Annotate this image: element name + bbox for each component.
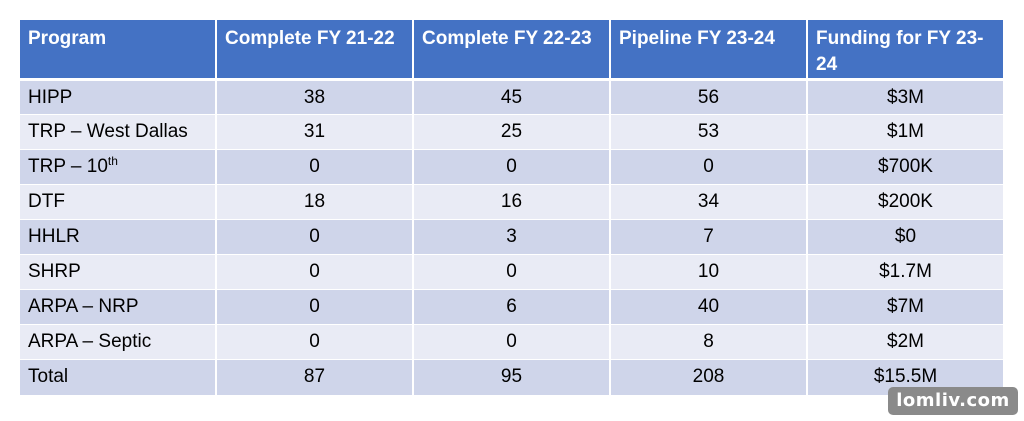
program-cell: DTF — [20, 184, 217, 220]
complete-fy22-23-cell: 3 — [413, 219, 611, 255]
complete-fy22-23-cell: 0 — [413, 254, 611, 290]
program-cell: TRP – West Dallas — [20, 114, 217, 150]
table-row: ARPA – NRP 0 6 40 $7M — [20, 289, 1003, 325]
program-cell: Total — [20, 359, 217, 395]
pipeline-fy23-24-cell: 34 — [610, 184, 808, 220]
header-complete-fy21-22: Complete FY 21-22 — [216, 20, 414, 80]
table-row: DTF 18 16 34 $200K — [20, 184, 1003, 220]
program-cell: HIPP — [20, 79, 217, 115]
pipeline-fy23-24-cell: 10 — [610, 254, 808, 290]
program-name: ARPA – Septic — [28, 331, 152, 352]
complete-fy21-22-cell: 0 — [216, 289, 414, 325]
table-row: ARPA – Septic 0 0 8 $2M — [20, 324, 1003, 360]
complete-fy22-23-cell: 45 — [413, 79, 611, 115]
program-name: ARPA – NRP — [28, 296, 139, 317]
program-table-container: Program Complete FY 21-22 Complete FY 22… — [20, 20, 1003, 395]
header-pipeline-fy23-24: Pipeline FY 23-24 — [610, 20, 808, 80]
complete-fy22-23-cell: 16 — [413, 184, 611, 220]
pipeline-fy23-24-cell: 208 — [610, 359, 808, 395]
program-name: Total — [28, 366, 69, 388]
funding-cell: $3M — [807, 79, 1003, 115]
header-complete-fy22-23: Complete FY 22-23 — [413, 20, 611, 80]
complete-fy21-22-cell: 0 — [216, 254, 414, 290]
program-cell: ARPA – NRP — [20, 289, 217, 325]
funding-cell: $700K — [807, 149, 1003, 185]
program-cell: ARPA – Septic — [20, 324, 217, 360]
complete-fy21-22-cell: 87 — [216, 359, 414, 395]
header-program: Program — [20, 20, 217, 80]
program-name: HIPP — [28, 86, 73, 108]
program-name: TRP – 10 — [28, 156, 108, 177]
program-name: DTF — [28, 191, 65, 212]
complete-fy22-23-cell: 6 — [413, 289, 611, 325]
pipeline-fy23-24-cell: 0 — [610, 149, 808, 185]
table-body: HIPP 38 45 56 $3M TRP – West Dallas 31 25 53 $1M T… — [20, 79, 1003, 395]
pipeline-fy23-24-cell: 7 — [610, 219, 808, 255]
complete-fy21-22-cell: 18 — [216, 184, 414, 220]
table-header: Program Complete FY 21-22 Complete FY 22… — [20, 20, 1003, 80]
complete-fy21-22-cell: 0 — [216, 219, 414, 255]
funding-cell: $200K — [807, 184, 1003, 220]
program-name: SHRP — [28, 261, 81, 282]
complete-fy21-22-cell: 0 — [216, 149, 414, 185]
pipeline-fy23-24-cell: 8 — [610, 324, 808, 360]
complete-fy22-23-cell: 25 — [413, 114, 611, 150]
program-cell: TRP – 10th — [20, 149, 217, 185]
watermark-badge: lomliv.com — [888, 387, 1018, 415]
table-row: TRP – West Dallas 31 25 53 $1M — [20, 114, 1003, 150]
table-row: SHRP 0 0 10 $1.7M — [20, 254, 1003, 290]
funding-cell: $1M — [807, 114, 1003, 150]
pipeline-fy23-24-cell: 40 — [610, 289, 808, 325]
complete-fy22-23-cell: 0 — [413, 149, 611, 185]
table-row: TRP – 10th 0 0 0 $700K — [20, 149, 1003, 185]
program-cell: SHRP — [20, 254, 217, 290]
program-superscript: th — [107, 154, 118, 168]
table-row: Total 87 95 208 $15.5M — [20, 359, 1003, 395]
program-funding-table: Program Complete FY 21-22 Complete FY 22… — [20, 20, 1003, 395]
pipeline-fy23-24-cell: 56 — [610, 79, 808, 115]
program-name: HHLR — [28, 226, 80, 247]
program-cell: HHLR — [20, 219, 217, 255]
funding-cell: $1.7M — [807, 254, 1003, 290]
pipeline-fy23-24-cell: 53 — [610, 114, 808, 150]
funding-cell: $0 — [807, 219, 1003, 255]
complete-fy21-22-cell: 0 — [216, 324, 414, 360]
table-row: HIPP 38 45 56 $3M — [20, 79, 1003, 115]
funding-cell: $7M — [807, 289, 1003, 325]
complete-fy21-22-cell: 31 — [216, 114, 414, 150]
complete-fy21-22-cell: 38 — [216, 79, 414, 115]
header-row: Program Complete FY 21-22 Complete FY 22… — [20, 20, 1003, 80]
program-name: TRP – West Dallas — [28, 121, 188, 142]
complete-fy22-23-cell: 0 — [413, 324, 611, 360]
complete-fy22-23-cell: 95 — [413, 359, 611, 395]
funding-cell: $2M — [807, 324, 1003, 360]
table-row: HHLR 0 3 7 $0 — [20, 219, 1003, 255]
header-funding-fy23-24: Funding for FY 23-24 — [807, 20, 1003, 80]
